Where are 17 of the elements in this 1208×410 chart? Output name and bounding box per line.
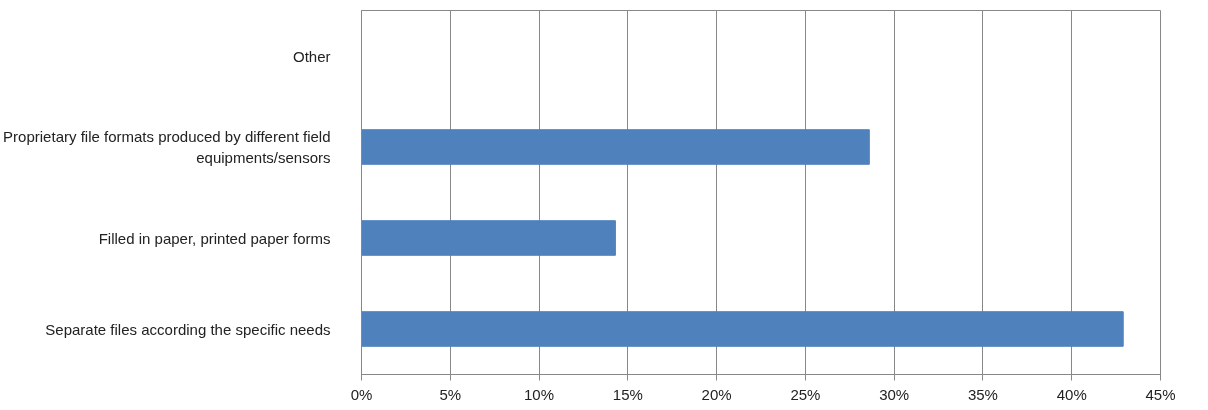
y-tick-label: Filled in paper, printed paper forms [98,229,331,247]
x-tick-label: 25% [790,385,821,403]
bar [361,129,870,165]
x-tick-label: 0% [350,385,373,403]
x-tick-label: 40% [1056,385,1087,403]
y-tick-label: Other [292,47,331,65]
x-tick-label: 20% [701,385,732,403]
x-tick-label: 10% [524,385,555,403]
x-tick-label: 15% [612,385,643,403]
bar [361,311,1124,347]
x-tick-label: 5% [439,385,462,403]
y-tick-label: Separate files according the specific needs [45,320,331,338]
x-tick-label: 30% [879,385,910,403]
x-tick-label: 35% [967,385,998,403]
bar [361,220,616,256]
x-tick-label: 45% [1145,385,1176,403]
y-tick-label: Proprietary file formats produced by different field equipments/sensors [3,128,331,166]
